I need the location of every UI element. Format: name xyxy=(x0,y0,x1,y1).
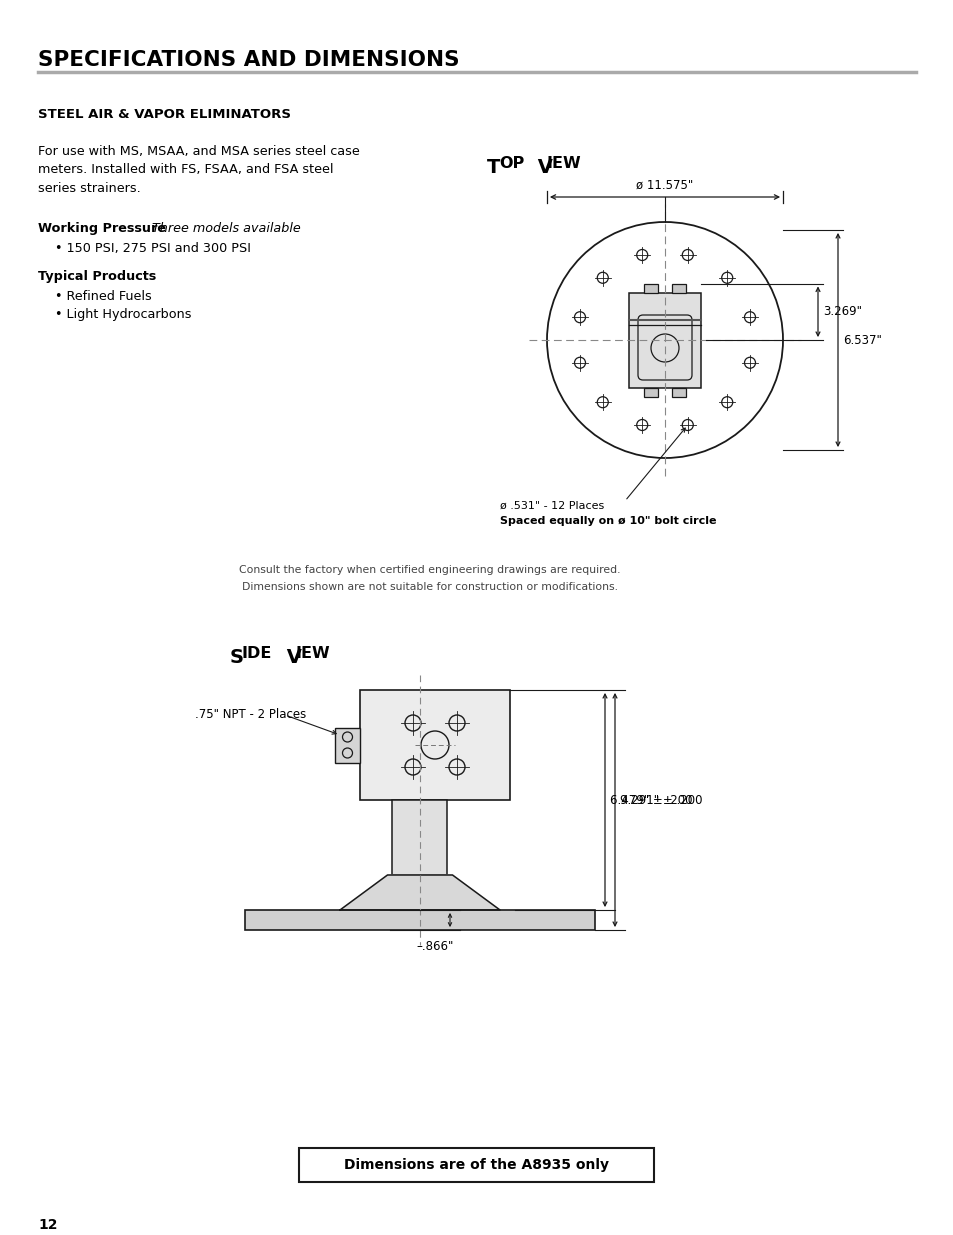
Text: ø 11.575": ø 11.575" xyxy=(636,179,693,191)
Text: ø .531" - 12 Places: ø .531" - 12 Places xyxy=(499,501,603,511)
Text: 12: 12 xyxy=(38,1218,57,1233)
Text: .75" NPT - 2 Places: .75" NPT - 2 Places xyxy=(194,709,306,721)
Text: IDE: IDE xyxy=(242,646,273,661)
Text: V: V xyxy=(280,648,301,667)
Text: 6.537": 6.537" xyxy=(842,333,881,347)
Text: For use with MS, MSAA, and MSA series steel case
meters. Installed with FS, FSAA: For use with MS, MSAA, and MSA series st… xyxy=(38,144,359,195)
Text: Working Pressure: Working Pressure xyxy=(38,222,166,235)
Text: Consult the factory when certified engineering drawings are required.: Consult the factory when certified engin… xyxy=(239,564,620,576)
Text: V: V xyxy=(531,158,553,177)
Text: Spaced equally on ø 10" bolt circle: Spaced equally on ø 10" bolt circle xyxy=(499,516,716,526)
Text: IEW: IEW xyxy=(295,646,331,661)
Text: STEEL AIR & VAPOR ELIMINATORS: STEEL AIR & VAPOR ELIMINATORS xyxy=(38,107,291,121)
Bar xyxy=(643,388,658,396)
Text: OP: OP xyxy=(498,156,524,170)
Bar xyxy=(671,284,685,293)
Text: T: T xyxy=(486,158,500,177)
Text: • Refined Fuels: • Refined Fuels xyxy=(55,290,152,303)
Text: IEW: IEW xyxy=(546,156,581,170)
Text: • Light Hydrocarbons: • Light Hydrocarbons xyxy=(55,308,192,321)
Bar xyxy=(671,388,685,396)
Text: Typical Products: Typical Products xyxy=(38,270,156,283)
Bar xyxy=(392,800,447,876)
Bar xyxy=(299,1149,654,1182)
Bar xyxy=(245,910,595,930)
Bar xyxy=(628,293,700,388)
Text: 9.291" ± .200: 9.291" ± .200 xyxy=(619,794,701,806)
Text: Dimensions shown are not suitable for construction or modifications.: Dimensions shown are not suitable for co… xyxy=(242,582,618,592)
Text: 6.479" ± .200: 6.479" ± .200 xyxy=(609,794,692,806)
Text: Three models available: Three models available xyxy=(148,222,300,235)
Bar xyxy=(335,727,359,762)
Text: –.866": –.866" xyxy=(416,940,454,953)
Text: S: S xyxy=(230,648,244,667)
Text: • 150 PSI, 275 PSI and 300 PSI: • 150 PSI, 275 PSI and 300 PSI xyxy=(55,242,251,254)
Bar xyxy=(359,690,510,800)
Text: SPECIFICATIONS AND DIMENSIONS: SPECIFICATIONS AND DIMENSIONS xyxy=(38,49,459,70)
Polygon shape xyxy=(339,876,499,910)
Text: 3.269": 3.269" xyxy=(822,305,862,319)
Text: Dimensions are of the A8935 only: Dimensions are of the A8935 only xyxy=(344,1158,609,1172)
Bar xyxy=(643,284,658,293)
